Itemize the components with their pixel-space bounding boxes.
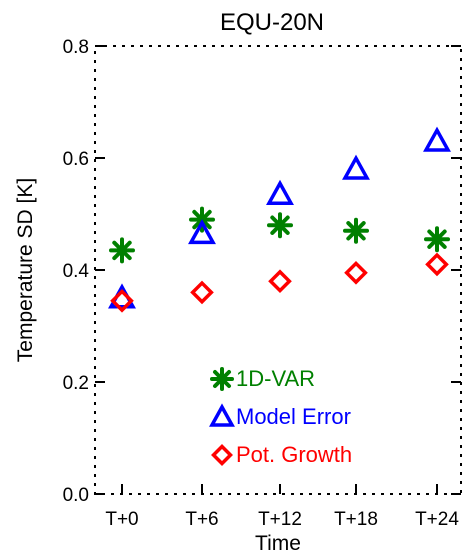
x-axis-label: Time (255, 532, 301, 555)
y-tick-label: 0.2 (63, 373, 89, 394)
legend-label: Model Error (236, 404, 351, 429)
point-triangle-T+12 (266, 179, 294, 205)
x-axis: T+0 T+6 T+12 T+18 T+24 (105, 484, 459, 530)
point-diamond-T+6 (190, 280, 214, 305)
x-tick-label: T+12 (258, 509, 302, 530)
point-triangle-T+18 (342, 154, 370, 180)
point-triangle-T+24 (423, 126, 451, 152)
legend-label: 1D-VAR (236, 366, 315, 391)
y-tick-label: 0.8 (63, 37, 89, 58)
point-diamond-T+18 (344, 260, 368, 285)
point-asterisk-T+24 (424, 226, 450, 253)
point-asterisk-T+18 (343, 217, 369, 244)
y-tick-label: 0.0 (63, 485, 89, 506)
legend-marker-diamond (211, 444, 233, 466)
x-tick-label: T+24 (415, 509, 459, 530)
point-diamond-T+12 (268, 269, 292, 294)
y-tick-label: 0.6 (63, 149, 89, 170)
x-tick-label: T+18 (334, 509, 378, 530)
legend-label: Pot. Growth (236, 442, 352, 467)
data-marks (108, 126, 451, 313)
point-asterisk-T+12 (267, 212, 293, 239)
chart-title: EQU-20N (220, 9, 324, 36)
legend: 1D-VAR Model Error Pot. Growth (209, 366, 352, 467)
y-axis: 0.0 0.2 0.4 0.6 0.8 (63, 37, 461, 506)
y-axis-label: Temperature SD [K] (14, 178, 37, 362)
legend-marker-triangle (209, 403, 235, 427)
y-tick-label: 0.4 (63, 261, 90, 282)
point-diamond-T+0 (110, 288, 134, 313)
point-diamond-T+24 (425, 252, 449, 277)
point-triangle-T+6 (188, 218, 216, 245)
x-tick-label: T+0 (105, 509, 138, 530)
point-asterisk-T+0 (109, 237, 135, 264)
legend-marker-asterisk (210, 367, 234, 391)
x-tick-label: T+6 (185, 509, 218, 530)
